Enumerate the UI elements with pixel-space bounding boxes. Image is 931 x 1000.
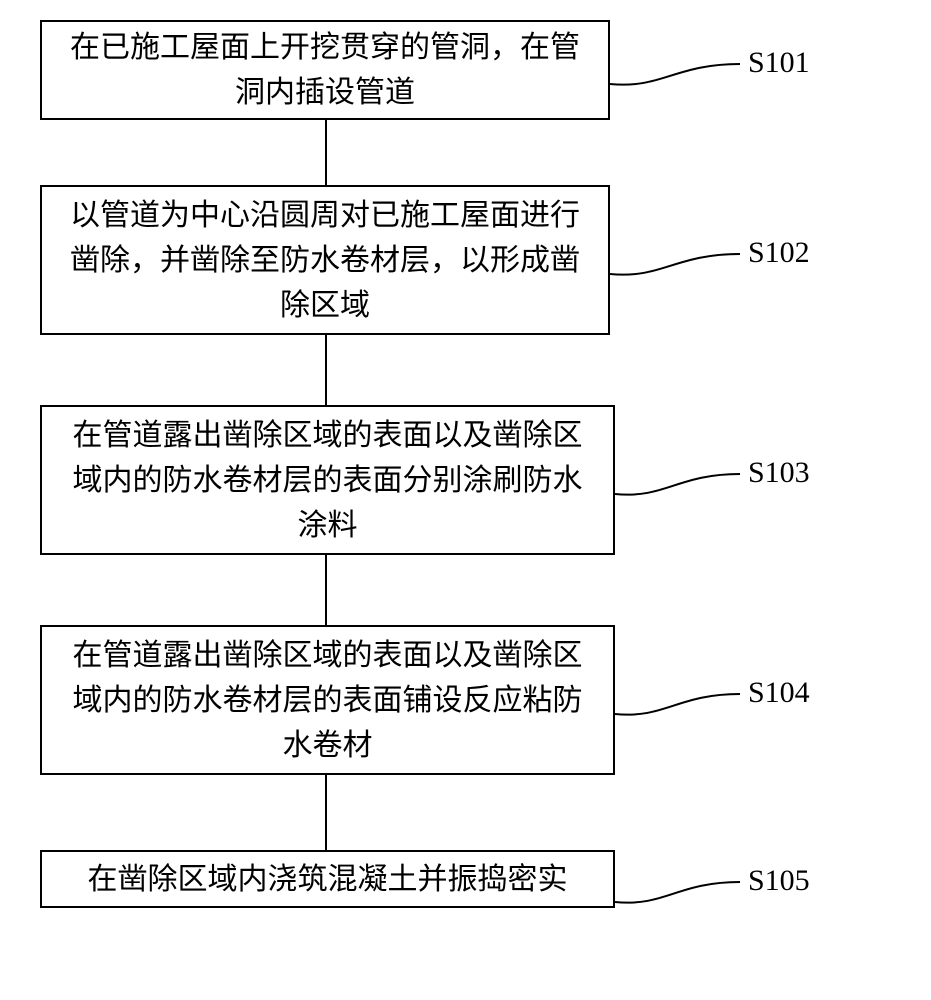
flow-connector-wrap	[40, 335, 890, 405]
flow-label-wrap: S102	[610, 185, 860, 335]
flow-step-row: 以管道为中心沿圆周对已施工屋面进行凿除，并凿除至防水卷材层，以形成凿除区域 S10…	[40, 185, 890, 335]
flow-step-box: 在管道露出凿除区域的表面以及凿除区域内的防水卷材层的表面铺设反应粘防水卷材	[40, 625, 615, 775]
flow-step-box: 以管道为中心沿圆周对已施工屋面进行凿除，并凿除至防水卷材层，以形成凿除区域	[40, 185, 610, 335]
flow-step-label: S104	[748, 676, 810, 710]
flow-step-row: 在已施工屋面上开挖贯穿的管洞，在管洞内插设管道 S101	[40, 20, 890, 120]
flow-connector-wrap	[40, 555, 890, 625]
connector-curve-icon	[615, 460, 740, 500]
flow-step-text: 在已施工屋面上开挖贯穿的管洞，在管洞内插设管道	[60, 25, 590, 115]
flowchart-container: 在已施工屋面上开挖贯穿的管洞，在管洞内插设管道 S101 以管道为中心沿圆周对已施工…	[40, 20, 890, 908]
flow-connector	[325, 555, 327, 625]
flow-step-text: 在凿除区域内浇筑混凝土并振捣密实	[88, 857, 568, 902]
connector-curve-icon	[615, 868, 740, 908]
flow-step-row: 在凿除区域内浇筑混凝土并振捣密实 S105	[40, 850, 890, 908]
flow-label-wrap: S103	[615, 405, 860, 555]
flow-connector	[325, 775, 327, 850]
flow-label-wrap: S101	[610, 20, 860, 120]
flow-step-text: 在管道露出凿除区域的表面以及凿除区域内的防水卷材层的表面分别涂刷防水涂料	[60, 413, 595, 548]
connector-curve-icon	[610, 50, 740, 90]
flow-step-label: S102	[748, 236, 810, 270]
connector-curve-icon	[610, 240, 740, 280]
flow-step-box: 在已施工屋面上开挖贯穿的管洞，在管洞内插设管道	[40, 20, 610, 120]
flow-step-label: S105	[748, 864, 810, 898]
flow-connector	[325, 120, 327, 185]
connector-curve-icon	[615, 680, 740, 720]
flow-label-wrap: S104	[615, 625, 860, 775]
flow-step-label: S101	[748, 46, 810, 80]
flow-step-label: S103	[748, 456, 810, 490]
flow-connector	[325, 335, 327, 405]
flow-step-box: 在管道露出凿除区域的表面以及凿除区域内的防水卷材层的表面分别涂刷防水涂料	[40, 405, 615, 555]
flow-step-box: 在凿除区域内浇筑混凝土并振捣密实	[40, 850, 615, 908]
flow-label-wrap: S105	[615, 850, 860, 908]
flow-connector-wrap	[40, 775, 890, 850]
flow-step-row: 在管道露出凿除区域的表面以及凿除区域内的防水卷材层的表面分别涂刷防水涂料 S103	[40, 405, 890, 555]
flow-connector-wrap	[40, 120, 890, 185]
flow-step-text: 在管道露出凿除区域的表面以及凿除区域内的防水卷材层的表面铺设反应粘防水卷材	[60, 633, 595, 768]
flow-step-text: 以管道为中心沿圆周对已施工屋面进行凿除，并凿除至防水卷材层，以形成凿除区域	[60, 193, 590, 328]
flow-step-row: 在管道露出凿除区域的表面以及凿除区域内的防水卷材层的表面铺设反应粘防水卷材 S10…	[40, 625, 890, 775]
